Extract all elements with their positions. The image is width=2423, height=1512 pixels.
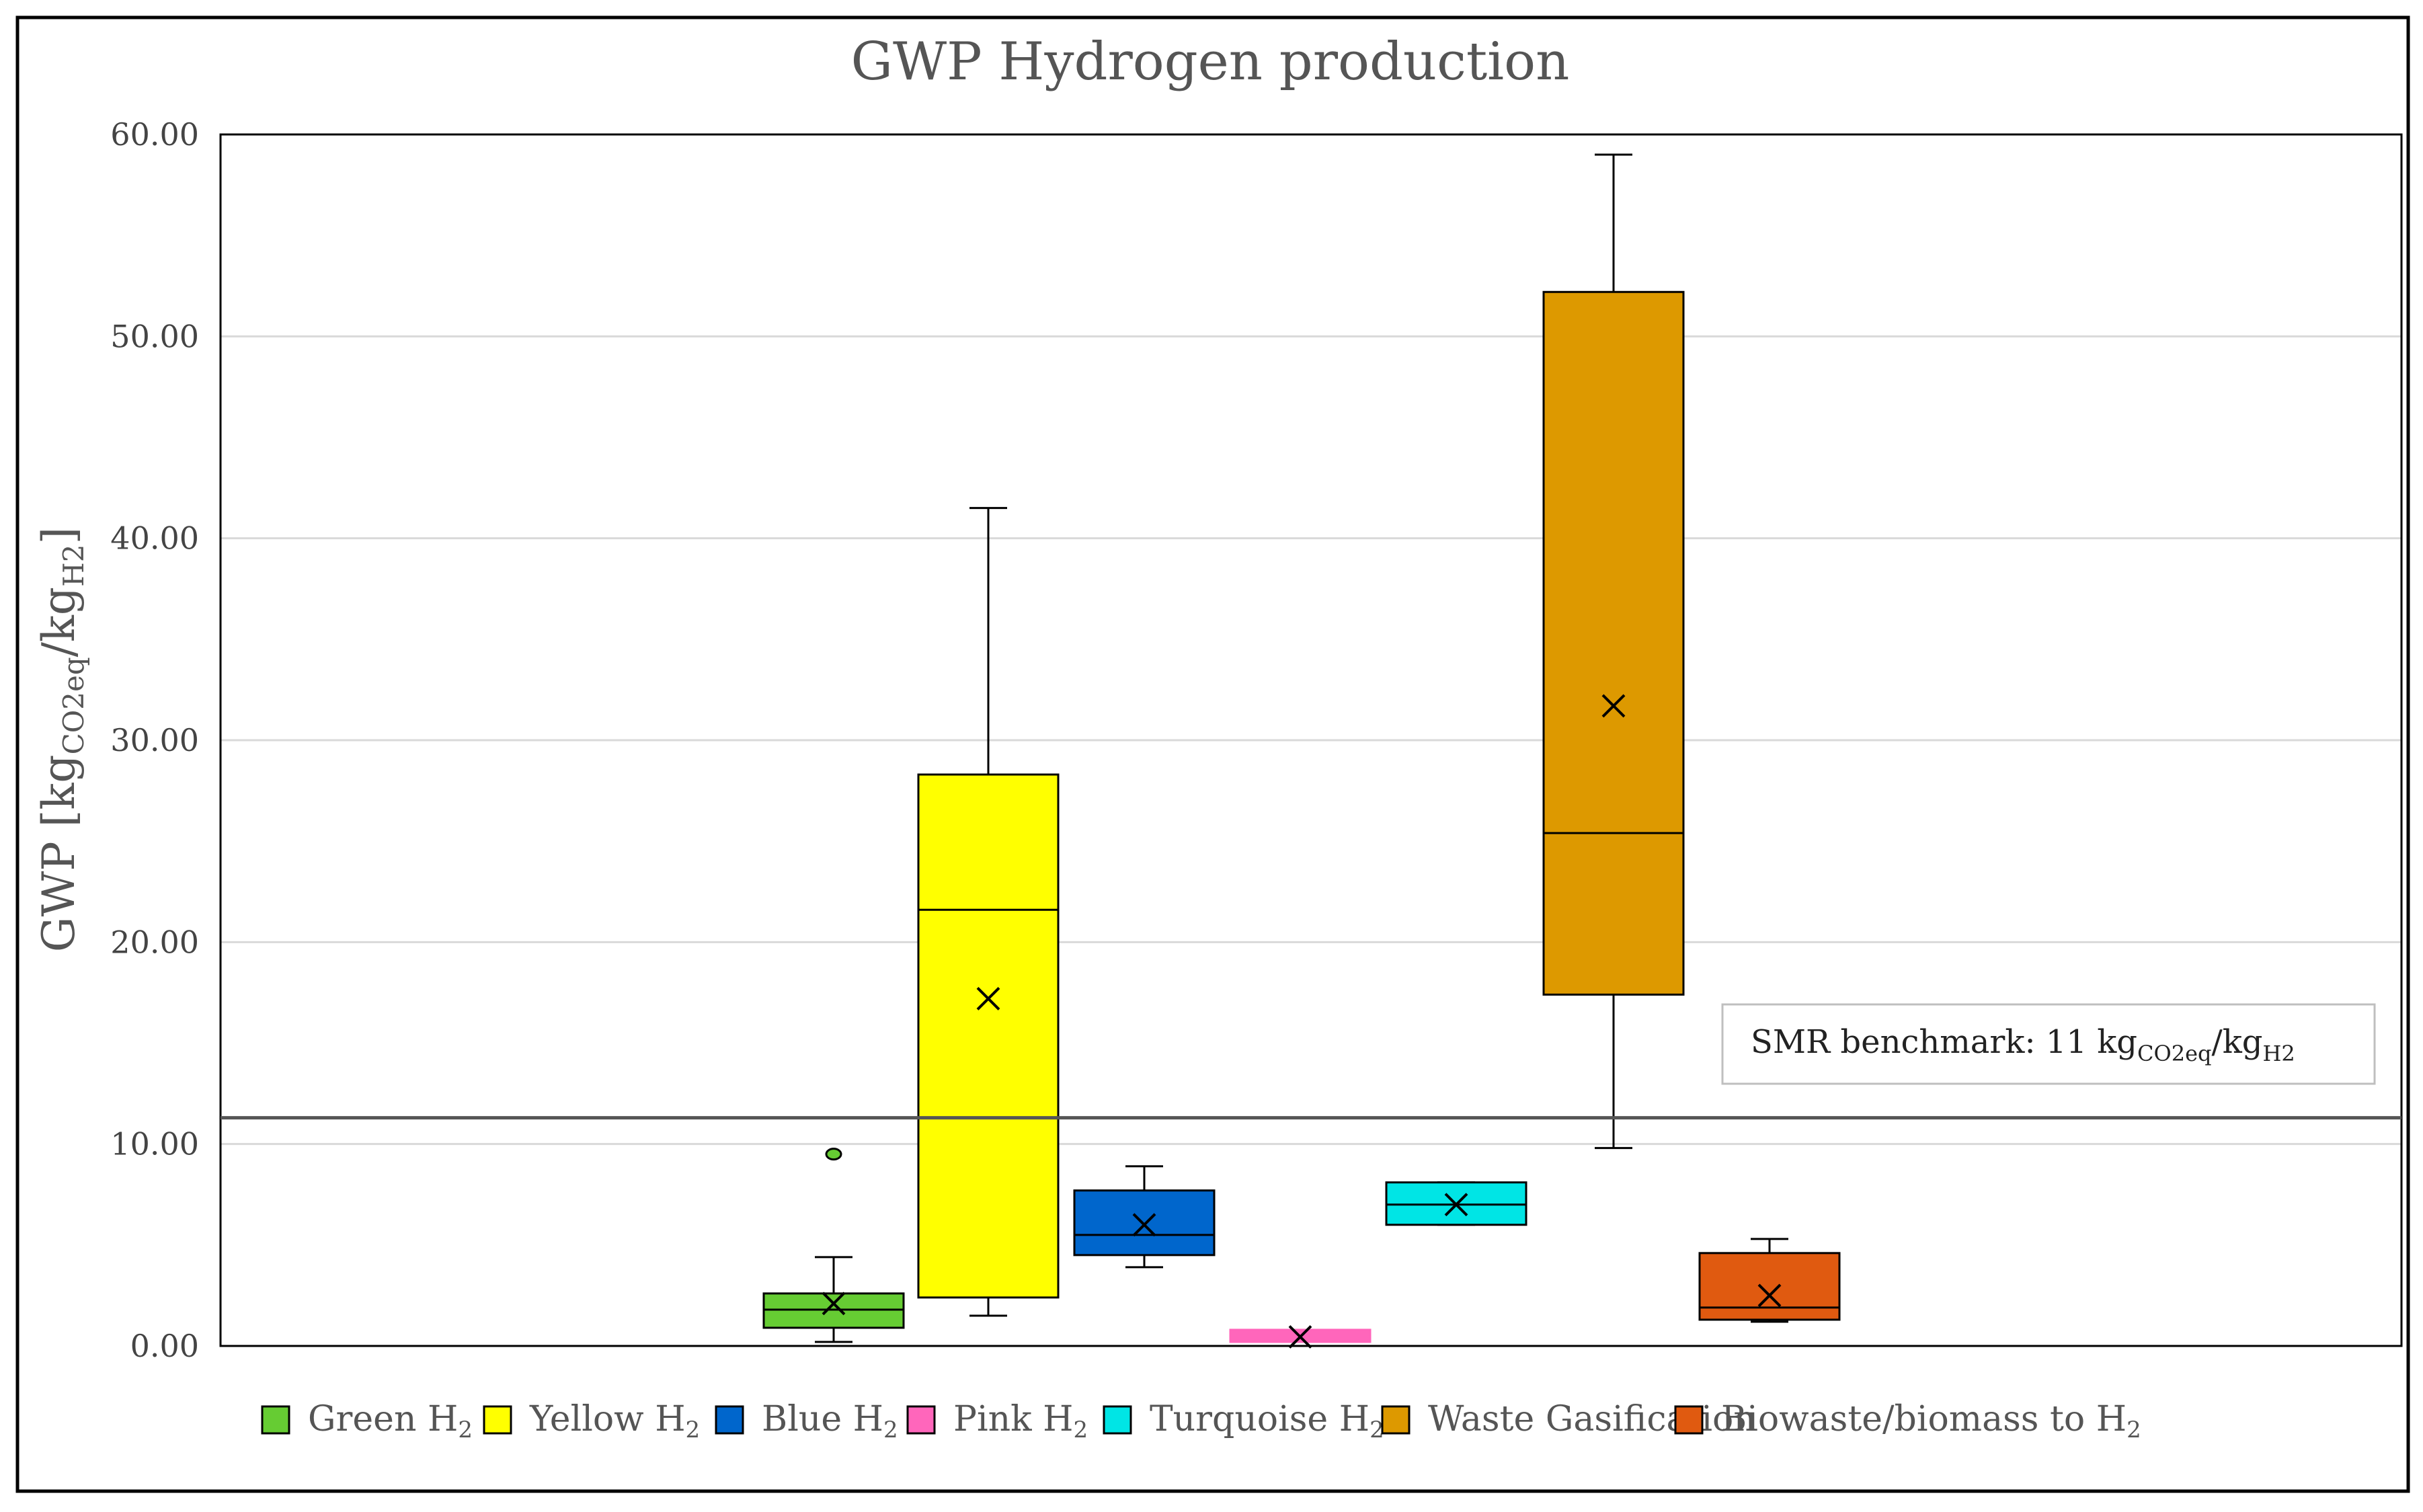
legend-swatch xyxy=(483,1405,512,1435)
y-axis-label-sub2: H2 xyxy=(57,544,90,586)
chart-title: GWP Hydrogen production xyxy=(851,32,1570,92)
box-yellow-h xyxy=(917,507,1060,1317)
legend-item: Turquoise H2 xyxy=(1103,1399,1384,1443)
outer-frame xyxy=(15,15,2410,1493)
box-turquoise-h xyxy=(1385,1181,1527,1226)
legend-item: Green H2 xyxy=(261,1399,473,1443)
legend-label: Pink H2 xyxy=(953,1399,1088,1443)
mean-marker xyxy=(1288,1325,1312,1349)
legend-label-main: Waste Gasification xyxy=(1428,1399,1756,1439)
legend-label-sub: 2 xyxy=(686,1417,701,1443)
benchmark-label-sub2: H2 xyxy=(2263,1041,2295,1066)
y-tick-label: 40.00 xyxy=(110,520,199,557)
legend-label-main: Biowaste/biomass to H xyxy=(1721,1399,2127,1439)
box-body xyxy=(917,773,1060,1299)
benchmark-label-frame xyxy=(1721,1003,2376,1085)
legend: Green H2 Yellow H2 Blue H2 Pink H2 Turquoise… xyxy=(261,1399,2141,1443)
y-tick-label: 0.00 xyxy=(130,1328,199,1364)
box-body xyxy=(1698,1252,1841,1321)
benchmark-label-box: SMR benchmark: 11 kgCO2eq/kgH2 xyxy=(1721,1003,2376,1085)
y-axis-label-mid: /kg xyxy=(33,587,85,657)
benchmark-label: SMR benchmark: 11 kgCO2eq/kgH2 xyxy=(1751,1023,2295,1066)
mean-marker xyxy=(1757,1283,1782,1308)
legend-item: Pink H2 xyxy=(906,1399,1088,1443)
legend-label: Green H2 xyxy=(308,1399,473,1443)
legend-item: Blue H2 xyxy=(715,1399,898,1443)
grid-layer xyxy=(221,335,2401,1146)
legend-label-main: Blue H xyxy=(762,1399,883,1439)
outlier-point xyxy=(825,1148,842,1161)
benchmark-label-mid: /kg xyxy=(2212,1023,2263,1061)
legend-item: Biowaste/biomass to H2 xyxy=(1674,1399,2141,1443)
box-body xyxy=(1542,290,1685,996)
legend-swatch xyxy=(1103,1405,1132,1435)
box-body xyxy=(762,1292,905,1329)
legend-swatch xyxy=(1674,1405,1704,1435)
mean-marker xyxy=(1444,1193,1468,1217)
legend-label-main: Turquoise H xyxy=(1150,1399,1369,1439)
y-axis-label-sub1: CO2eq xyxy=(57,657,90,754)
legend-swatch xyxy=(1381,1405,1411,1435)
legend-label-sub: 2 xyxy=(2127,1417,2141,1443)
y-tick-label: 50.00 xyxy=(110,318,199,354)
y-axis-label-main: GWP [kg xyxy=(33,754,85,952)
mean-marker xyxy=(1132,1213,1156,1237)
legend-label-main: Yellow H xyxy=(529,1399,686,1439)
mean-marker xyxy=(1601,694,1626,718)
legend-swatch xyxy=(906,1405,936,1435)
box-green-h xyxy=(762,1148,905,1343)
y-tick-label: 30.00 xyxy=(110,722,199,758)
box-body xyxy=(1073,1189,1216,1257)
legend-label: Biowaste/biomass to H2 xyxy=(1721,1399,2141,1443)
y-axis-label: GWP [kgCO2eq/kgH2] xyxy=(33,527,90,953)
legend-label: Waste Gasification xyxy=(1428,1399,1756,1439)
y-tick-layer: 0.00 10.00 20.00 30.00 40.00 50.00 60.00 xyxy=(110,116,199,1364)
legend-label-sub: 2 xyxy=(883,1417,898,1443)
legend-item: Yellow H2 xyxy=(483,1399,700,1443)
legend-label-sub: 2 xyxy=(1369,1417,1384,1443)
mean-marker xyxy=(822,1291,846,1316)
legend-label: Yellow H2 xyxy=(529,1399,700,1443)
y-tick-label: 10.00 xyxy=(110,1126,199,1162)
legend-label: Blue H2 xyxy=(762,1399,898,1443)
y-tick-label: 20.00 xyxy=(110,924,199,960)
y-tick-label: 60.00 xyxy=(110,116,199,153)
mean-marker xyxy=(976,987,1000,1010)
benchmark-label-sub1: CO2eq xyxy=(2137,1041,2212,1066)
legend-label-main: Pink H xyxy=(953,1399,1074,1439)
box-layer xyxy=(762,153,1841,1349)
legend-label-sub: 2 xyxy=(458,1417,473,1443)
box-waste-gasification xyxy=(1542,153,1685,1150)
legend-label: Turquoise H2 xyxy=(1150,1399,1384,1443)
legend-swatch xyxy=(715,1405,744,1435)
legend-label-main: Green H xyxy=(308,1399,458,1439)
box-blue-h xyxy=(1073,1165,1216,1269)
benchmark-label-main: SMR benchmark: 11 kg xyxy=(1751,1023,2137,1061)
box-biowaste-biomass-to-h xyxy=(1698,1238,1841,1323)
legend-swatch xyxy=(261,1405,290,1435)
legend-label-sub: 2 xyxy=(1074,1417,1088,1443)
box-pink-h xyxy=(1229,1325,1372,1349)
y-axis-label-end: ] xyxy=(33,527,85,545)
